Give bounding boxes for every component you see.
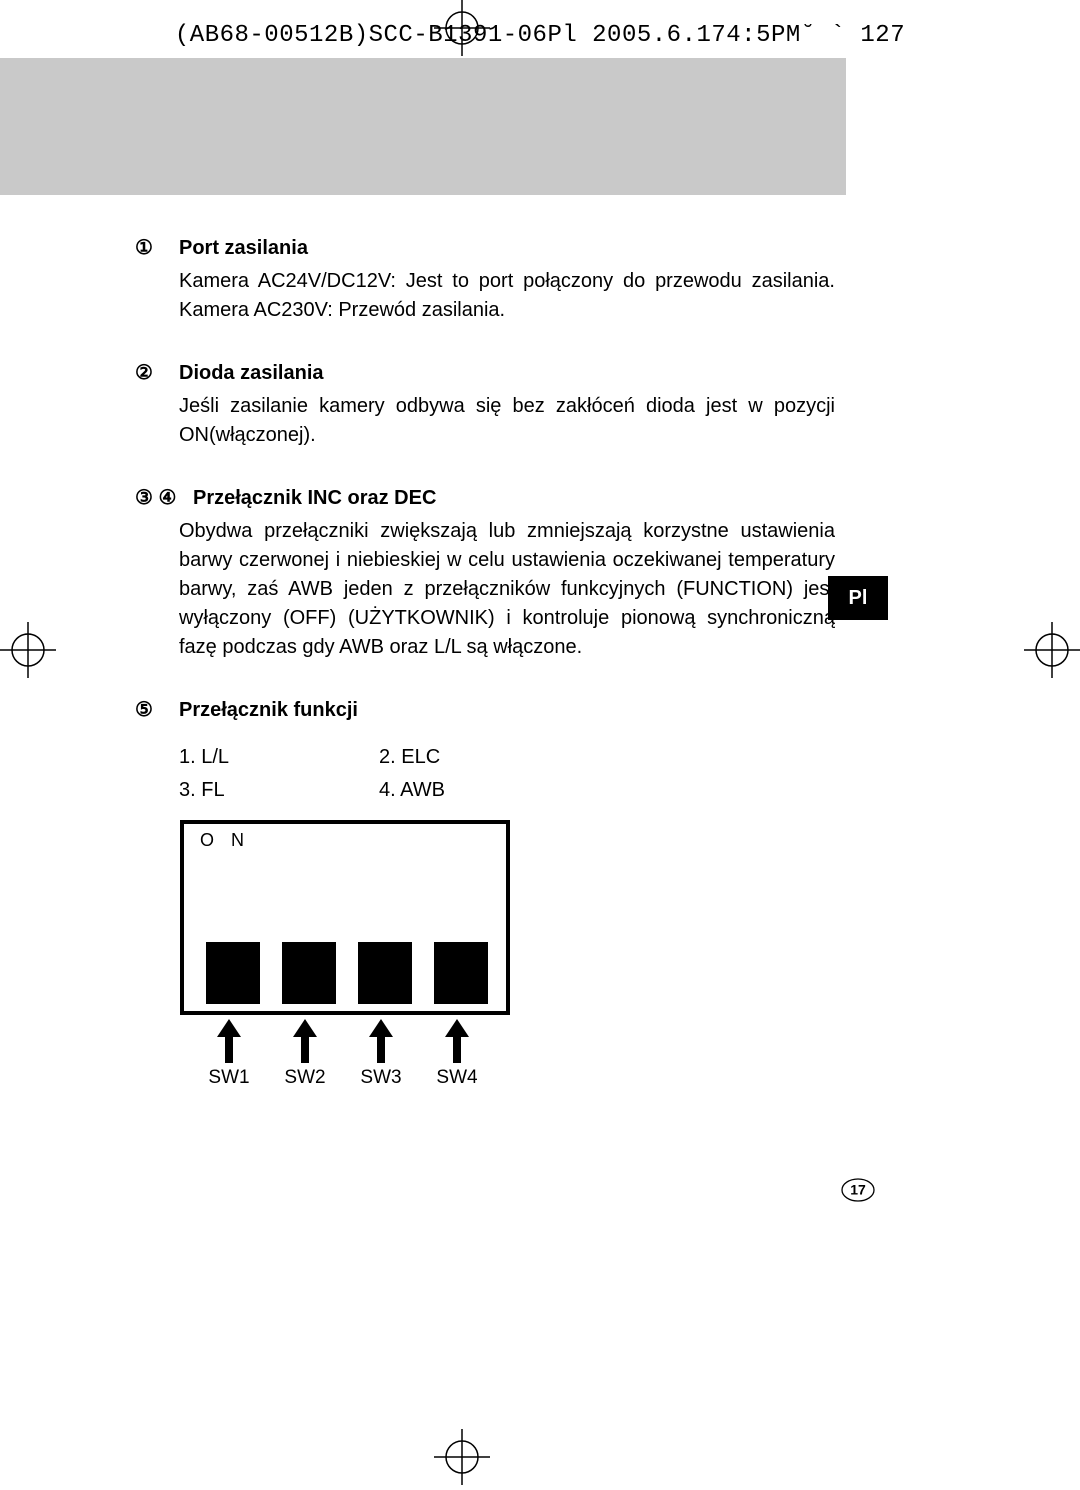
registration-mark-top [434,0,490,56]
function-item: 1. L/L [179,743,379,772]
document-header-line: (AB68-00512B)SCC-B1391-06Pl 2005.6.174:5… [0,22,1080,49]
on-label: O N [200,830,250,851]
page-number-text: 17 [850,1182,866,1198]
dip-switch-4 [434,856,488,1004]
function-list: 1. L/L 2. ELC 3. FL 4. AWB [135,743,835,805]
dip-switch-1 [206,856,260,1004]
registration-mark-left [0,622,56,678]
dip-switch-2 [282,856,336,1004]
dip-switch-box: O N [180,820,510,1015]
section-number: ① [135,234,179,263]
section-number: ③ ④ [135,484,193,513]
switch-label: SW1 [208,1067,249,1089]
section-title: Dioda zasilania [179,362,324,384]
dip-switch-diagram: O N SW1 SW2 SW3 SW4 [180,820,510,1089]
section-body: Jeśli zasilanie kamery odbywa się bez za… [135,392,835,450]
switch-arrow-4: SW4 [430,1019,484,1089]
switch-arrow-1: SW1 [202,1019,256,1089]
section-1: ①Port zasilania Kamera AC24V/DC12V: Jest… [135,234,835,325]
language-side-tab: Pl [828,576,888,620]
dip-switch-3 [358,856,412,1004]
section-number: ② [135,359,179,388]
function-item: 2. ELC [379,743,579,772]
registration-mark-right [1024,622,1080,678]
section-5: ⑤Przełącznik funkcji 1. L/L 2. ELC 3. FL… [135,696,835,805]
main-content: ①Port zasilania Kamera AC24V/DC12V: Jest… [135,234,835,805]
registration-mark-bottom [434,1429,490,1485]
switch-arrow-3: SW3 [354,1019,408,1089]
switch-label: SW3 [360,1067,401,1089]
function-item: 3. FL [179,776,379,805]
switch-label: SW4 [436,1067,477,1089]
section-title: Przełącznik funkcji [179,699,358,721]
header-gray-band [0,58,846,195]
section-body: Obydwa przełączniki zwiększają lub zmnie… [135,517,835,662]
switch-arrow-2: SW2 [278,1019,332,1089]
section-2: ②Dioda zasilania Jeśli zasilanie kamery … [135,359,835,450]
section-title: Port zasilania [179,237,308,259]
section-title: Przełącznik INC oraz DEC [193,487,436,509]
section-body: Kamera AC24V/DC12V: Jest to port połączo… [135,267,835,325]
function-item: 4. AWB [379,776,579,805]
section-3-4: ③ ④Przełącznik INC oraz DEC Obydwa przeł… [135,484,835,662]
page-number: 17 [840,1177,876,1203]
switch-label: SW2 [284,1067,325,1089]
section-number: ⑤ [135,696,179,725]
